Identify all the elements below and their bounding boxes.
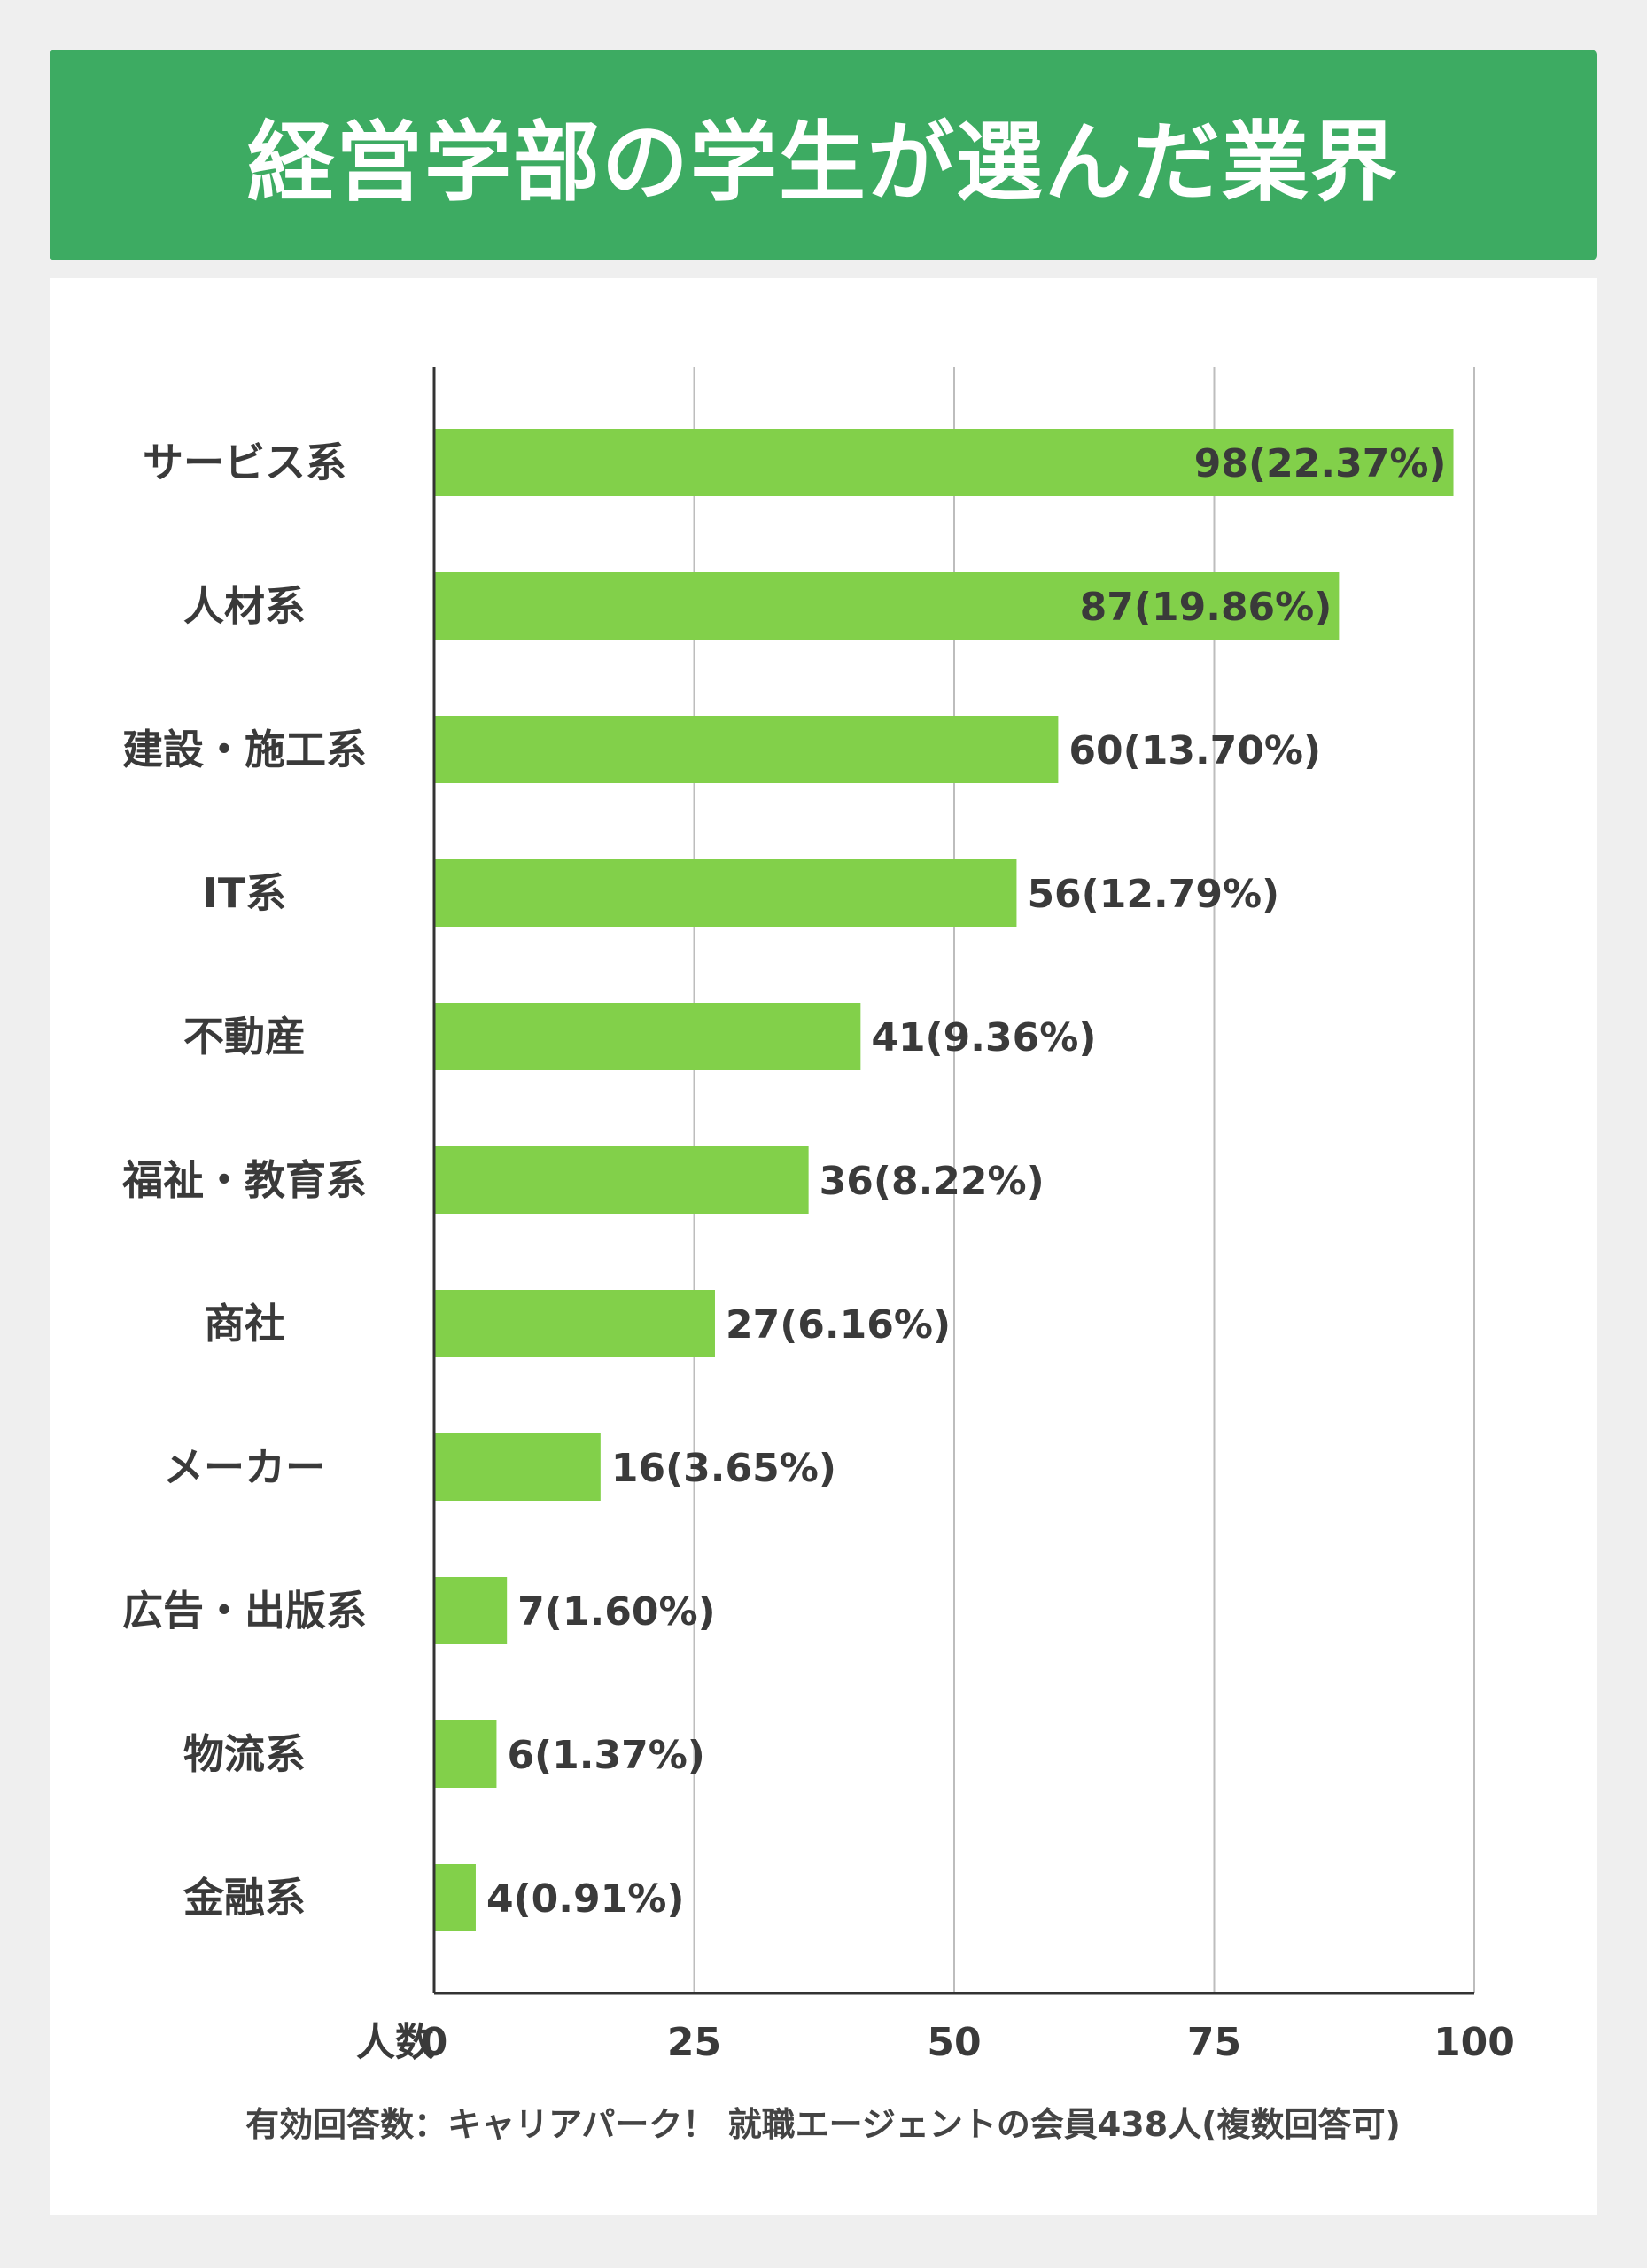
- bar-5: [434, 1146, 809, 1214]
- category-label-5: 福祉・教育系: [121, 1156, 367, 1204]
- footnote: 有効回答数：キャリアパーク！ 就職エージェントの会員438人(複数回答可): [245, 2105, 1401, 2144]
- chart-title: 経営学部の学生が選んだ業界: [246, 113, 1399, 214]
- bar-2: [434, 716, 1059, 783]
- data-label-4: 41(9.36%): [871, 1015, 1096, 1060]
- bar-6: [434, 1290, 715, 1357]
- category-label-6: 商社: [204, 1300, 285, 1348]
- x-tick-label-2: 50: [927, 2020, 981, 2065]
- category-label-2: 建設・施工系: [122, 726, 367, 773]
- data-label-0: 98(22.37%): [1194, 441, 1447, 486]
- bar-10: [434, 1864, 476, 1931]
- category-label-4: 不動産: [183, 1013, 306, 1060]
- data-label-2: 60(13.70%): [1068, 728, 1321, 773]
- data-label-8: 7(1.60%): [517, 1589, 715, 1635]
- bar-7: [434, 1433, 601, 1501]
- data-label-7: 16(3.65%): [611, 1446, 836, 1491]
- bar-4: [434, 1003, 861, 1070]
- data-label-5: 36(8.22%): [820, 1159, 1045, 1204]
- data-label-6: 27(6.16%): [726, 1302, 951, 1348]
- x-axis-title: 人数: [356, 2020, 434, 2065]
- x-tick-label-4: 100: [1433, 2020, 1515, 2065]
- bar-0: [434, 429, 1454, 496]
- data-label-1: 87(19.86%): [1080, 585, 1332, 630]
- chart-panel: サービス系 98(22.37%) 人材系 87(19.86%) 建設・施工系 60(13.…: [50, 278, 1597, 2215]
- title-banner: 経営学部の学生が選んだ業界: [50, 50, 1597, 260]
- data-label-10: 4(0.91%): [486, 1876, 684, 1922]
- data-label-3: 56(12.79%): [1027, 872, 1279, 917]
- category-label-0: サービス系: [143, 439, 346, 486]
- bar-1: [434, 572, 1340, 640]
- bar-9: [434, 1720, 497, 1788]
- category-label-3: IT系: [203, 869, 287, 917]
- data-label-9: 6(1.37%): [507, 1733, 704, 1778]
- category-label-1: 人材系: [183, 582, 306, 630]
- x-tick-label-1: 25: [667, 2020, 721, 2065]
- category-label-10: 金融系: [183, 1874, 306, 1922]
- category-label-9: 物流系: [183, 1730, 306, 1778]
- bar-3: [434, 859, 1017, 927]
- bar-8: [434, 1577, 508, 1644]
- x-tick-label-3: 75: [1187, 2020, 1241, 2065]
- bar-chart: サービス系 98(22.37%) 人材系 87(19.86%) 建設・施工系 60(13.…: [121, 367, 1515, 2065]
- category-label-8: 広告・出版系: [122, 1587, 367, 1635]
- category-label-7: メーカー: [163, 1443, 326, 1491]
- x-tick-label-0: 0: [421, 2020, 448, 2065]
